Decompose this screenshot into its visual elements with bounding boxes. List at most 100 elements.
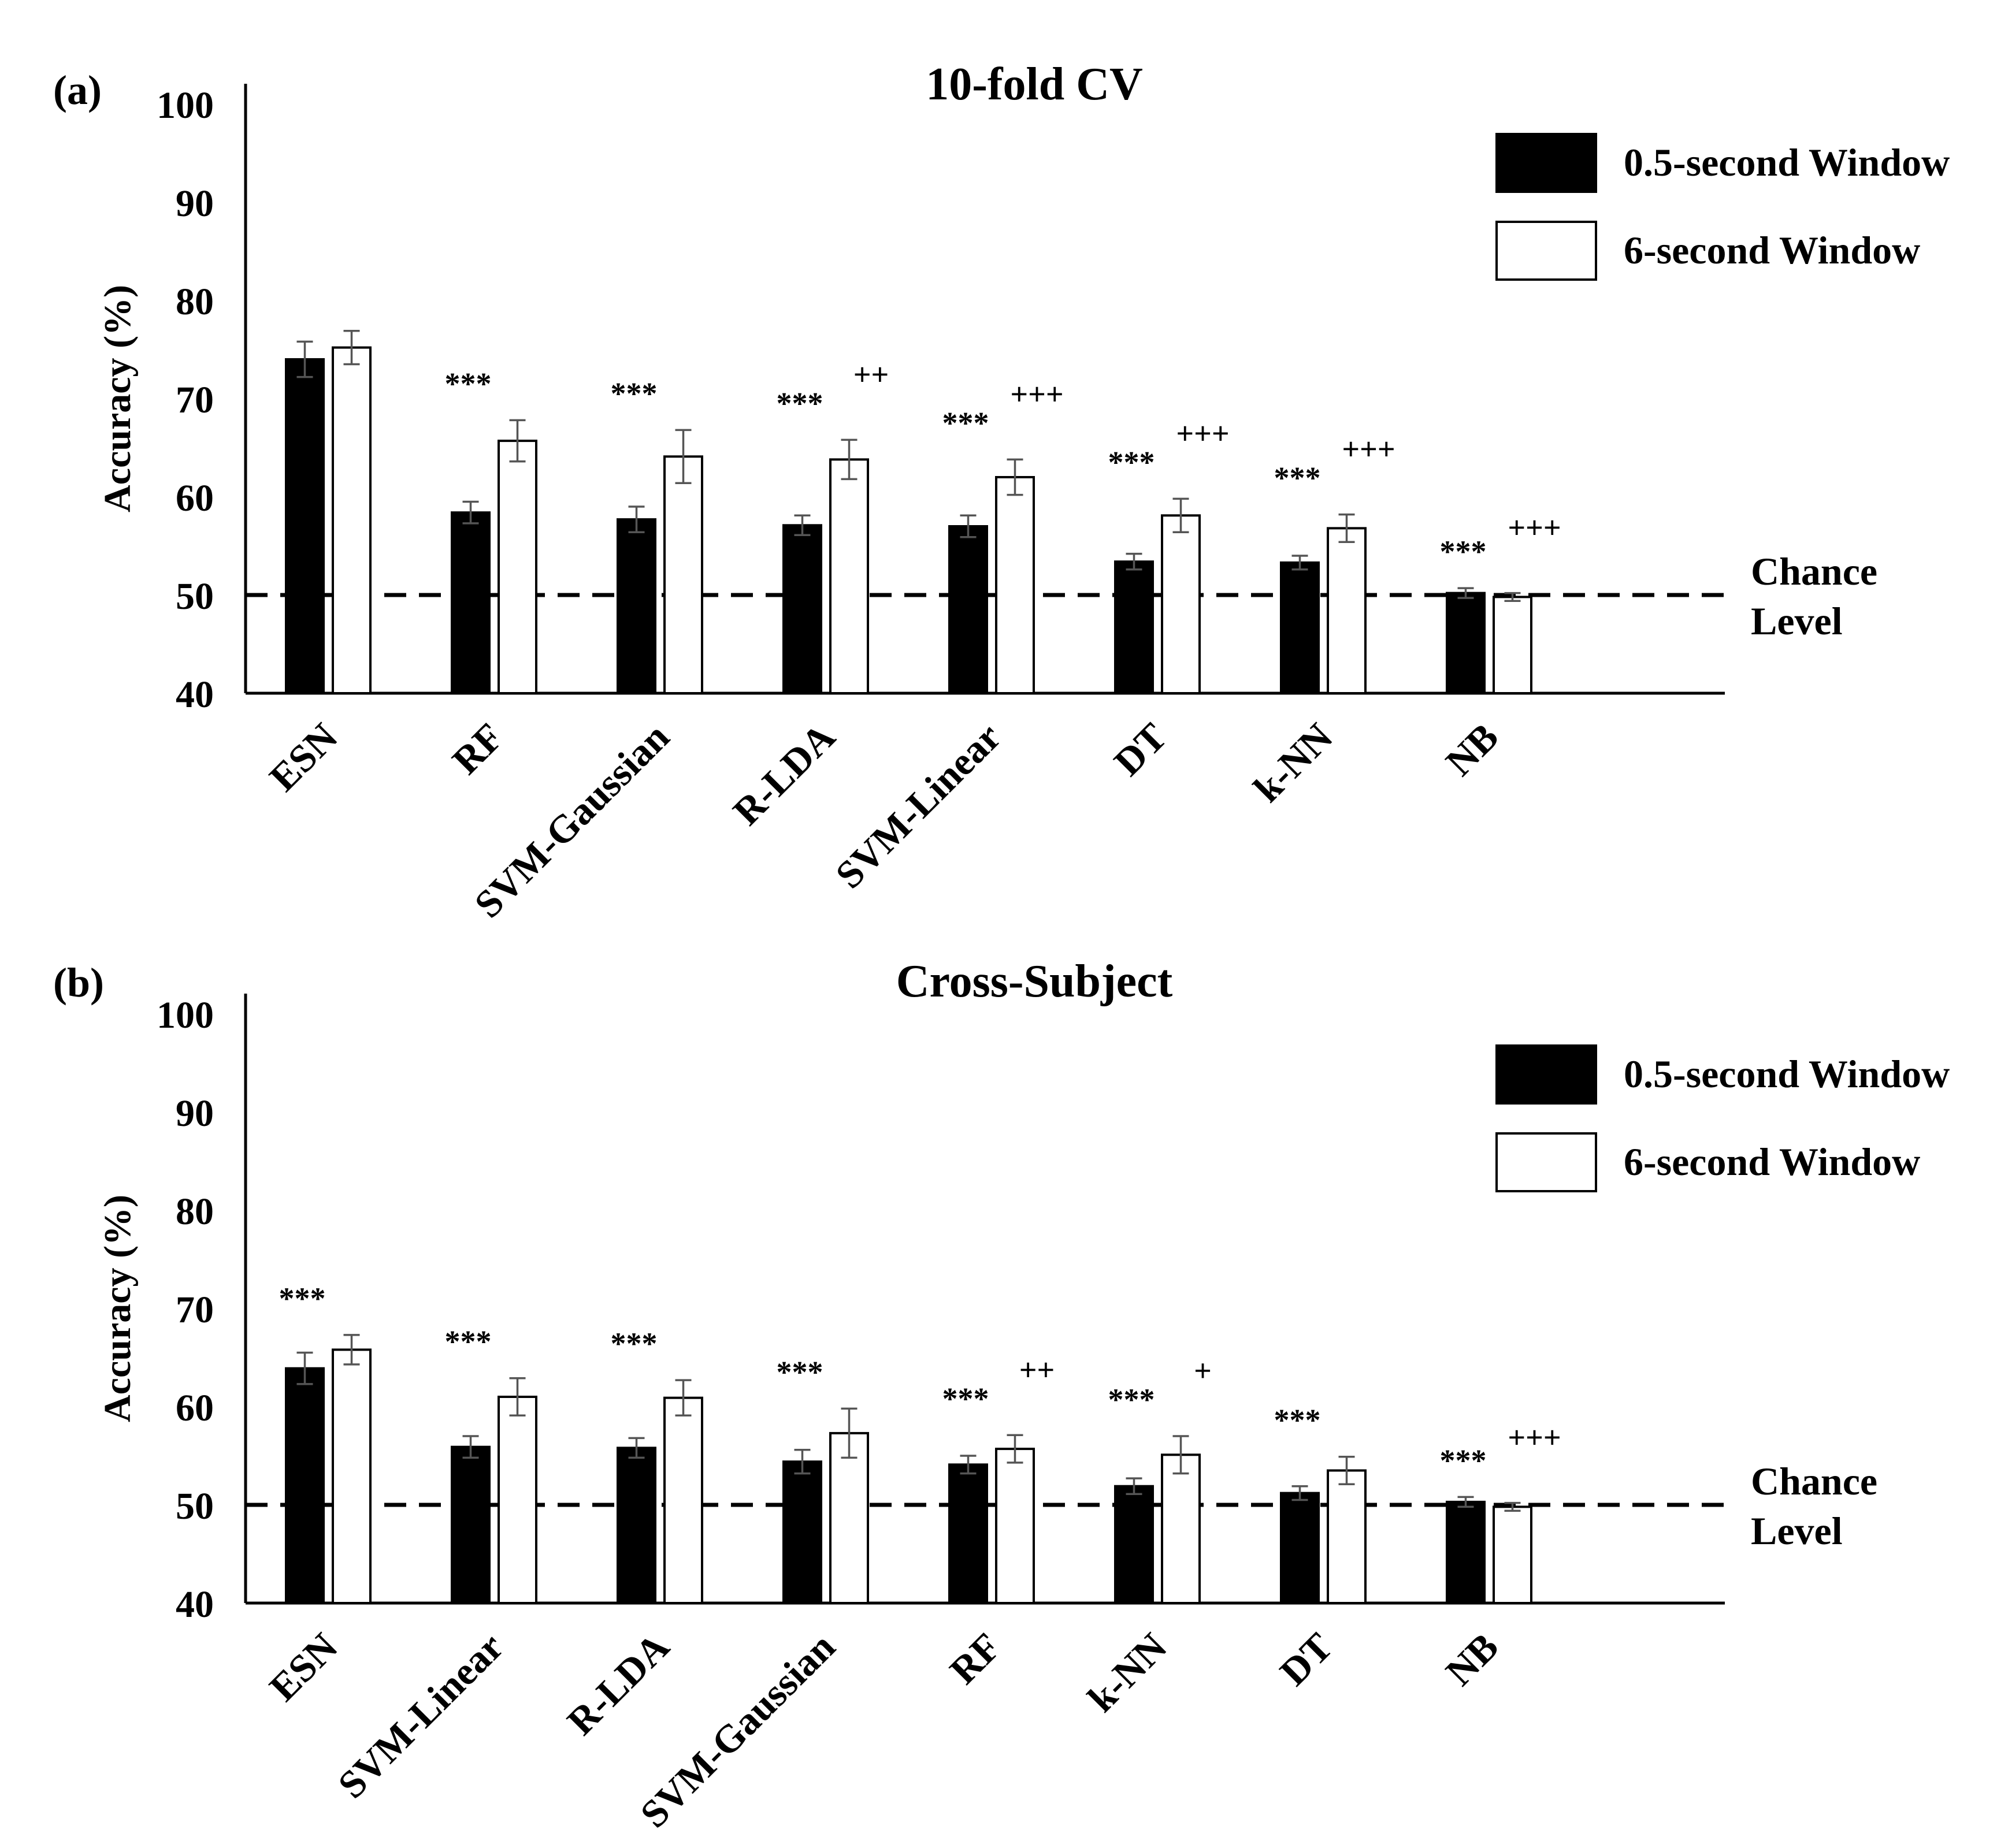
panel-b-bar-short bbox=[1280, 1492, 1320, 1605]
panel-a-legend-label: 0.5-second Window bbox=[1624, 140, 1950, 184]
panel-b-bar-long bbox=[1327, 1469, 1367, 1604]
panel-b-bar-long bbox=[1493, 1505, 1532, 1604]
panel-b-category-label: R-LDA bbox=[559, 1624, 678, 1743]
panel-b-bar-short bbox=[948, 1463, 988, 1605]
panel-a-category-label: DT bbox=[1105, 715, 1175, 784]
panel-b-legend-swatch bbox=[1495, 1044, 1597, 1105]
panel-b-ytick-label: 70 bbox=[176, 1289, 214, 1331]
panel-b-significance-marker: *** bbox=[777, 1355, 823, 1389]
panel-a-significance-marker: *** bbox=[1108, 445, 1155, 479]
panel-b-bar-short bbox=[1114, 1485, 1154, 1604]
panel-b-ytick-label: 100 bbox=[157, 994, 214, 1036]
panel-a-bar-long bbox=[1493, 596, 1532, 695]
panel-b-legend-label: 0.5-second Window bbox=[1624, 1052, 1950, 1096]
panel-a-bar-short bbox=[285, 358, 325, 694]
panel-b-bar-long bbox=[995, 1448, 1035, 1605]
panel-b-significance-marker: *** bbox=[445, 1325, 492, 1359]
panel-a-category-label: NB bbox=[1437, 715, 1507, 784]
panel-b-significance-marker: + bbox=[1194, 1354, 1212, 1388]
panel-b-bar-long bbox=[663, 1396, 703, 1604]
panel-b-chance-label: Chance bbox=[1751, 1459, 1877, 1503]
panel-b-ytick-label: 90 bbox=[176, 1092, 214, 1135]
panel-b-bar-long bbox=[498, 1396, 537, 1604]
panel-a-ytick-label: 90 bbox=[176, 183, 214, 225]
panel-a-bar-long bbox=[829, 458, 869, 695]
panel-a-category-label: ESN bbox=[261, 715, 346, 800]
panel-b-significance-marker: ++ bbox=[1019, 1352, 1055, 1387]
panel-b-significance-marker: *** bbox=[1274, 1403, 1321, 1438]
panel-b-category-label: SVM-Linear bbox=[329, 1624, 512, 1807]
panel-a-category-label: k-NN bbox=[1245, 715, 1341, 810]
panel-a-ytick-label: 70 bbox=[176, 379, 214, 421]
panel-b-bar-long bbox=[332, 1348, 372, 1604]
panel-b-category-label: NB bbox=[1437, 1624, 1507, 1694]
panel-a-significance-marker: *** bbox=[942, 406, 989, 440]
panel-b-bar-short bbox=[285, 1367, 325, 1604]
panel-a-bar-long bbox=[1327, 527, 1367, 695]
panel-a-significance-marker: *** bbox=[1274, 461, 1321, 496]
panel-b-bar-short bbox=[617, 1447, 656, 1604]
panel-a-bar-short bbox=[948, 525, 988, 694]
panel-a-significance-marker: +++ bbox=[1176, 416, 1229, 451]
panel-b-ytick-label: 60 bbox=[176, 1387, 214, 1429]
panel-b-significance-marker: *** bbox=[611, 1326, 658, 1361]
panel-b-legend-label: 6-second Window bbox=[1624, 1140, 1920, 1184]
panel-a-category-label: RF bbox=[444, 715, 512, 783]
panel-a-bar-short bbox=[1114, 560, 1154, 695]
panel-a-chance-label: Level bbox=[1751, 599, 1843, 643]
panel-a-label: (a) bbox=[53, 67, 102, 113]
panel-a-significance-marker: *** bbox=[445, 366, 492, 401]
panel-a-ytick-label: 40 bbox=[176, 674, 214, 716]
panel-a-ytick-label: 80 bbox=[176, 281, 214, 323]
panel-a-ylabel: Accuracy (%) bbox=[96, 285, 139, 512]
panel-b-significance-marker: *** bbox=[279, 1281, 326, 1316]
panel-b-legend-swatch bbox=[1495, 1132, 1597, 1192]
panel-b-title: Cross-Subject bbox=[896, 956, 1173, 1007]
panel-b-label: (b) bbox=[53, 960, 104, 1006]
panel-a-ytick-label: 50 bbox=[176, 575, 214, 618]
panel-a-bar-long bbox=[332, 346, 372, 694]
panel-a-significance-marker: ++ bbox=[853, 357, 889, 392]
panel-a-bar-long bbox=[663, 455, 703, 694]
panel-b-bar-short bbox=[1446, 1500, 1486, 1604]
panel-a-legend-label: 6-second Window bbox=[1624, 228, 1920, 272]
panel-a-significance-marker: *** bbox=[777, 386, 823, 421]
panel-a-significance-marker: *** bbox=[1440, 534, 1487, 569]
panel-a-bar-short bbox=[1446, 592, 1486, 694]
panel-a-bar-short bbox=[1280, 561, 1320, 695]
panel-a-chance-label: Chance bbox=[1751, 549, 1877, 593]
panel-a-ytick-label: 60 bbox=[176, 477, 214, 519]
panel-b-significance-marker: *** bbox=[1440, 1443, 1487, 1478]
panel-b-bar-long bbox=[1161, 1453, 1201, 1605]
panel-a-significance-marker: *** bbox=[611, 376, 658, 411]
panel-a-bar-long bbox=[995, 476, 1035, 694]
panel-b-significance-marker: *** bbox=[1108, 1382, 1155, 1417]
panel-a-bar-short bbox=[451, 511, 491, 694]
panel-b-ytick-label: 40 bbox=[176, 1583, 214, 1626]
panel-b-category-label: ESN bbox=[261, 1624, 346, 1709]
panel-a-bar-long bbox=[1161, 514, 1201, 694]
panel-a-legend-swatch bbox=[1495, 133, 1597, 193]
panel-a-bar-short bbox=[617, 518, 656, 694]
panel-b-bar-short bbox=[451, 1445, 491, 1604]
panel-b-category-label: RF bbox=[941, 1624, 1009, 1693]
panel-b-bar-long bbox=[829, 1431, 869, 1604]
panel-b-ytick-label: 50 bbox=[176, 1485, 214, 1527]
panel-b-significance-marker: *** bbox=[942, 1381, 989, 1416]
panel-a-bar-short bbox=[782, 524, 822, 694]
panel-b-bar-short bbox=[782, 1460, 822, 1604]
panel-b-chance-label: Level bbox=[1751, 1509, 1843, 1553]
panel-b-ytick-label: 80 bbox=[176, 1191, 214, 1233]
panel-a-ytick-label: 100 bbox=[157, 84, 214, 127]
panel-a-significance-marker: +++ bbox=[1508, 511, 1561, 545]
panel-b-group: (b) Cross-Subject Accuracy (%) 40 50 60 70 80 90… bbox=[53, 956, 1950, 1836]
panel-a-group: (a) 10-fold CV Accuracy (%) 40 50 60 70 80 90 100… bbox=[53, 59, 1950, 926]
panel-b-significance-marker: +++ bbox=[1508, 1421, 1561, 1455]
panel-a-significance-marker: +++ bbox=[1010, 377, 1063, 411]
panel-a-category-label: R-LDA bbox=[725, 715, 844, 834]
panel-a-category-label: SVM-Linear bbox=[827, 715, 1009, 897]
panel-a-legend-swatch bbox=[1495, 221, 1597, 281]
panel-a-significance-marker: +++ bbox=[1342, 432, 1395, 467]
panel-b-ylabel: Accuracy (%) bbox=[96, 1195, 139, 1422]
